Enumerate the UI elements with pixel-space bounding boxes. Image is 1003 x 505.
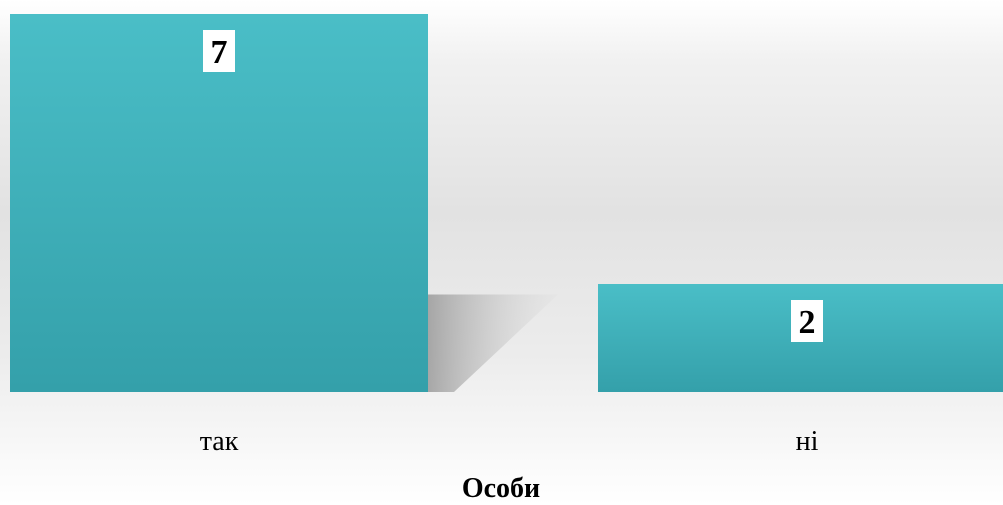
bar-shadow xyxy=(428,294,558,392)
x-tick-label: ні xyxy=(796,426,819,457)
data-label: 2 xyxy=(799,304,816,341)
bar-1 xyxy=(10,14,428,392)
x-tick-label: так xyxy=(200,426,239,457)
x-axis-title: Особи xyxy=(462,473,540,504)
data-label-box xyxy=(791,300,823,342)
data-label: 7 xyxy=(211,34,228,71)
data-label-box xyxy=(203,30,235,72)
